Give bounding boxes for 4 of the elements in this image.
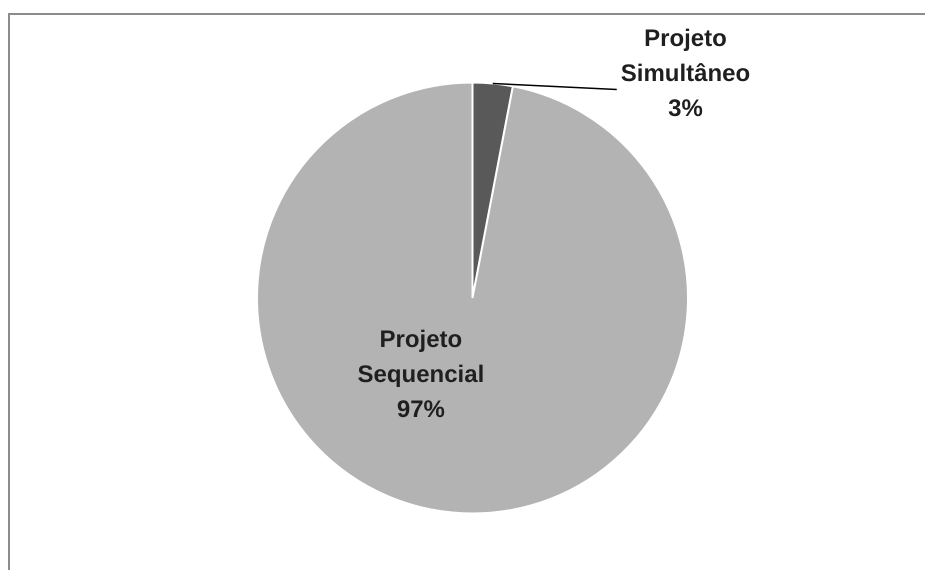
slice-label: Projeto Simultâneo: [620, 25, 750, 88]
slice-label: Projeto Sequencial: [358, 326, 484, 388]
data-label: 3%: [668, 95, 703, 122]
data-label: 97%: [396, 396, 445, 423]
